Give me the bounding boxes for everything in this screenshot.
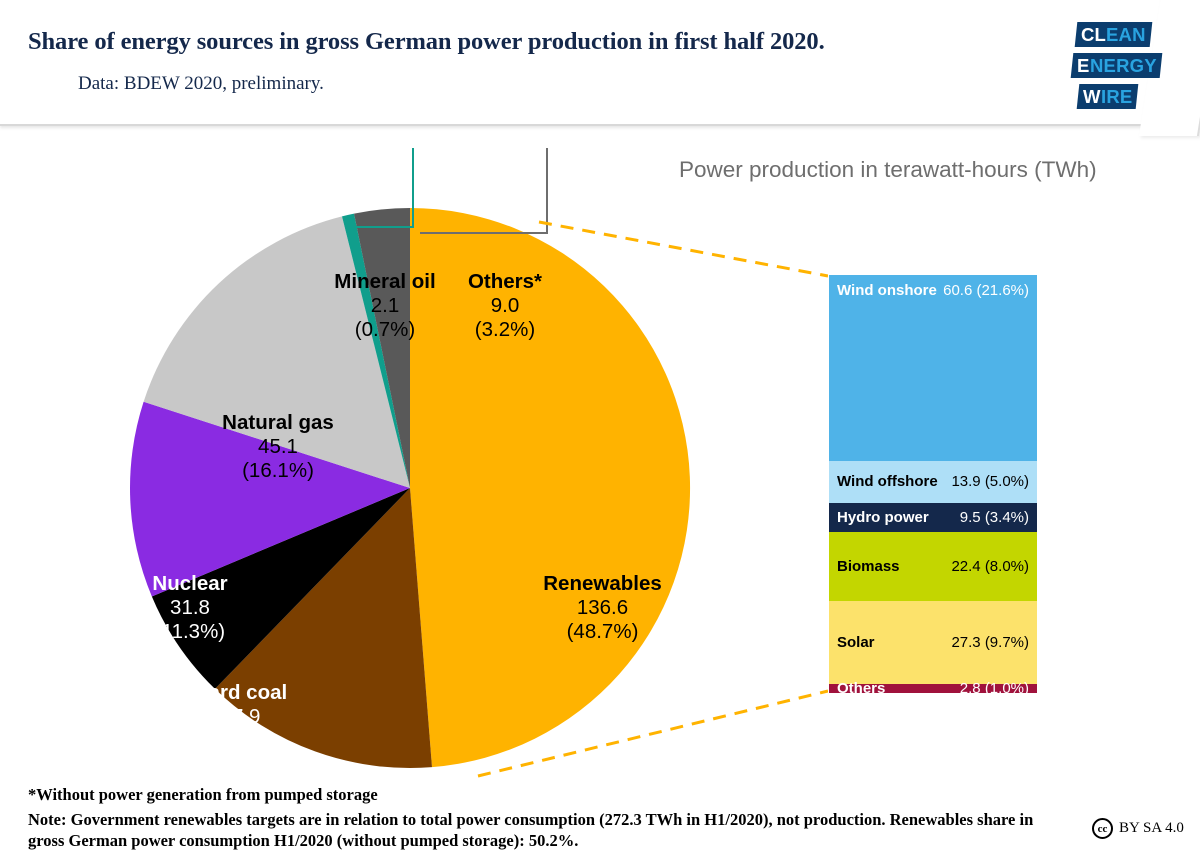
page-title: Share of energy sources in gross German … xyxy=(28,28,825,55)
pie-slice-renewables[interactable] xyxy=(410,208,691,768)
breakdown-segment-wind-onshore[interactable]: Wind onshore 60.6 (21.6%) xyxy=(829,275,1037,461)
pie-slice-nuclear[interactable] xyxy=(130,401,410,597)
license-text: BY SA 4.0 xyxy=(1119,820,1184,836)
data-source-subtitle: Data: BDEW 2020, preliminary. xyxy=(78,73,324,94)
logo-line-wire: WIRE xyxy=(1076,84,1139,109)
breakdown-segment-value: 2.8 (1.0%) xyxy=(959,680,1029,698)
breakdown-segment-others[interactable]: Others 2.8 (1.0%) xyxy=(829,680,1037,697)
logo-wire-head: W xyxy=(1083,86,1101,107)
renewables-breakdown-box: Wind onshore 60.6 (21.6%) Wind offshore 13.… xyxy=(828,274,1038,697)
clean-energy-wire-logo[interactable]: CLEAN ENERGY WIRE xyxy=(1070,22,1172,114)
logo-energy-tail: NERGY xyxy=(1089,55,1157,76)
logo-clean-head: CL xyxy=(1081,24,1107,45)
chart-unit-caption: Power production in terawatt-hours (TWh) xyxy=(679,157,1097,182)
breakdown-segment-value: 9.5 (3.4%) xyxy=(959,509,1029,527)
breakdown-segment-name: Wind onshore xyxy=(837,282,937,299)
pie-slice-others[interactable] xyxy=(354,208,410,488)
breakdown-segment-wind-offshore[interactable]: Wind offshore 13.9 (5.0%) xyxy=(829,460,1037,504)
logo-line-energy: ENERGY xyxy=(1070,53,1163,78)
pie-slice-lignite[interactable] xyxy=(214,488,432,769)
breakdown-segment-name: Wind offshore xyxy=(837,473,938,491)
breakdown-segment-biomass[interactable]: Biomass 22.4 (8.0%) xyxy=(829,532,1037,601)
footnote-note: Note: Government renewables targets are … xyxy=(28,810,1034,851)
logo-wire-tail: IRE xyxy=(1100,86,1133,107)
logo-energy-head: E xyxy=(1077,55,1090,76)
breakdown-segment-hydro-power[interactable]: Hydro power 9.5 (3.4%) xyxy=(829,503,1037,533)
breakdown-segment-name: Others xyxy=(837,680,886,698)
breakdown-segment-name: Biomass xyxy=(837,558,900,576)
pie-chart: Renewables 136.6 (48.7%) Natural gas 45.… xyxy=(0,128,840,844)
breakdown-segment-name: Solar xyxy=(837,634,875,652)
breakdown-segment-value: 60.6 (21.6%) xyxy=(943,282,1029,299)
pie-slice-mineral-oil[interactable] xyxy=(342,213,410,488)
pie-slice-natural-gas[interactable] xyxy=(143,216,410,488)
pie-chart-svg xyxy=(130,208,691,769)
creative-commons-icon: cc xyxy=(1092,818,1113,839)
pie-slice-hard-coal[interactable] xyxy=(151,488,411,689)
license-block[interactable]: cc BY SA 4.0 xyxy=(1092,818,1184,839)
logo-line-clean: CLEAN xyxy=(1074,22,1153,47)
breakdown-segment-value: 27.3 (9.7%) xyxy=(951,634,1029,652)
logo-clean-tail: EAN xyxy=(1106,24,1146,45)
breakdown-segment-name: Hydro power xyxy=(837,509,929,527)
footnote-asterisk: *Without power generation from pumped st… xyxy=(28,785,378,804)
pie-slice-group xyxy=(130,208,691,769)
breakdown-segment-value: 22.4 (8.0%) xyxy=(951,558,1029,576)
breakdown-segment-solar[interactable]: Solar 27.3 (9.7%) xyxy=(829,600,1037,685)
page-header: Share of energy sources in gross German … xyxy=(0,0,1200,136)
breakdown-segment-value: 13.9 (5.0%) xyxy=(951,473,1029,491)
